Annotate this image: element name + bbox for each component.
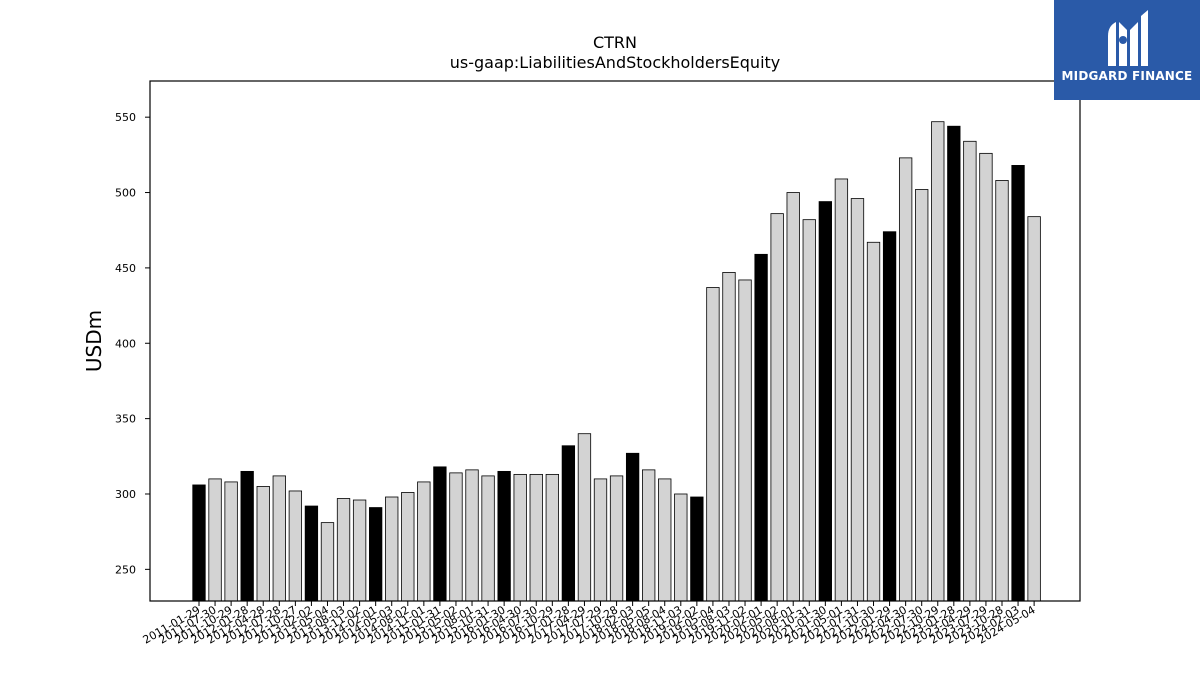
bar-2016-01-30 bbox=[497, 470, 511, 602]
bar-2024-02-03 bbox=[1011, 165, 1025, 602]
bar-2019-02-02 bbox=[690, 496, 704, 602]
y-tick-label: 400 bbox=[115, 337, 136, 350]
bar-2011-01-29 bbox=[192, 484, 206, 602]
bar-2012-04-28 bbox=[256, 486, 270, 602]
y-tick-label: 300 bbox=[115, 488, 136, 501]
y-tick-label: 450 bbox=[115, 262, 136, 275]
bar-2021-01-30 bbox=[818, 201, 832, 602]
bar-2014-05-03 bbox=[385, 496, 399, 602]
bar-2015-05-02 bbox=[449, 472, 463, 602]
bar-2022-07-30 bbox=[915, 189, 929, 602]
y-axis-label: USDm bbox=[82, 310, 106, 372]
bar-2011-07-30 bbox=[208, 478, 222, 602]
bar-2016-07-30 bbox=[529, 473, 543, 602]
bar-2016-04-30 bbox=[513, 473, 527, 602]
bar-2021-05-01 bbox=[834, 178, 849, 602]
bar-2013-05-04 bbox=[320, 522, 335, 602]
bar-2020-10-31 bbox=[802, 219, 816, 602]
bar-2021-07-31 bbox=[850, 198, 865, 602]
bar-2017-10-28 bbox=[609, 475, 624, 602]
brand-logo: MIDGARD FINANCE bbox=[1054, 0, 1200, 100]
bar-2022-10-29 bbox=[931, 121, 945, 602]
bar-2012-01-28 bbox=[240, 470, 254, 602]
bar-2022-04-30 bbox=[898, 157, 913, 602]
chart-subtitle: us-gaap:LiabilitiesAndStockholdersEquity bbox=[450, 53, 781, 72]
bar-2017-07-29 bbox=[593, 478, 608, 602]
y-tick-label: 250 bbox=[115, 563, 136, 576]
bar-2019-05-04 bbox=[706, 287, 720, 602]
bar-2019-11-02 bbox=[738, 279, 752, 602]
bar-2023-07-29 bbox=[979, 152, 993, 602]
brand-name: MIDGARD FINANCE bbox=[1061, 69, 1193, 83]
bar-2015-08-01 bbox=[465, 469, 479, 602]
midgard-m-logo-icon bbox=[1108, 10, 1148, 66]
bar-2016-10-29 bbox=[545, 473, 559, 602]
bar-2017-04-29 bbox=[577, 433, 592, 602]
bar-2014-02-01 bbox=[369, 507, 383, 602]
bar-2018-11-03 bbox=[674, 493, 688, 602]
bar-2023-10-28 bbox=[995, 180, 1009, 602]
bar-2020-05-02 bbox=[770, 213, 784, 602]
bar-2020-08-01 bbox=[786, 192, 800, 602]
bar-2012-07-28 bbox=[272, 475, 286, 602]
bar-2015-01-31 bbox=[433, 466, 447, 602]
bar-2013-02-02 bbox=[304, 505, 319, 602]
chart-title: CTRN bbox=[593, 33, 637, 52]
y-tick-label: 550 bbox=[115, 111, 136, 124]
bar-2014-08-02 bbox=[401, 492, 415, 602]
bar-2011-10-29 bbox=[224, 481, 238, 602]
bar-2023-01-28 bbox=[947, 125, 961, 602]
y-tick-label: 350 bbox=[115, 413, 136, 426]
bar-2015-10-31 bbox=[481, 475, 495, 602]
bar-2021-10-30 bbox=[866, 241, 881, 602]
bar-2020-02-01 bbox=[754, 253, 768, 602]
y-axis-ticks: 250 300 350 400 450 500 550 bbox=[115, 111, 150, 576]
bar-2023-04-29 bbox=[963, 140, 977, 602]
bar-2013-08-03 bbox=[336, 498, 351, 602]
bar-2022-01-29 bbox=[882, 231, 897, 602]
bar-2014-11-01 bbox=[417, 481, 431, 602]
bar-2012-10-27 bbox=[288, 490, 303, 602]
x-axis-ticks: 2011-01-292011-07-302011-10-292012-01-28… bbox=[141, 601, 1038, 647]
bar-2018-08-04 bbox=[658, 478, 672, 602]
y-tick-label: 500 bbox=[115, 187, 136, 200]
bar-2018-05-05 bbox=[642, 469, 656, 602]
plot-area-frame bbox=[149, 80, 1081, 602]
bar-2018-02-03 bbox=[625, 452, 640, 602]
bar-2019-08-03 bbox=[722, 272, 736, 602]
bar-2024-05-04 bbox=[1027, 216, 1041, 602]
bar-2017-01-28 bbox=[561, 445, 576, 602]
bar-2013-11-02 bbox=[352, 499, 367, 602]
bars-group bbox=[192, 121, 1041, 602]
